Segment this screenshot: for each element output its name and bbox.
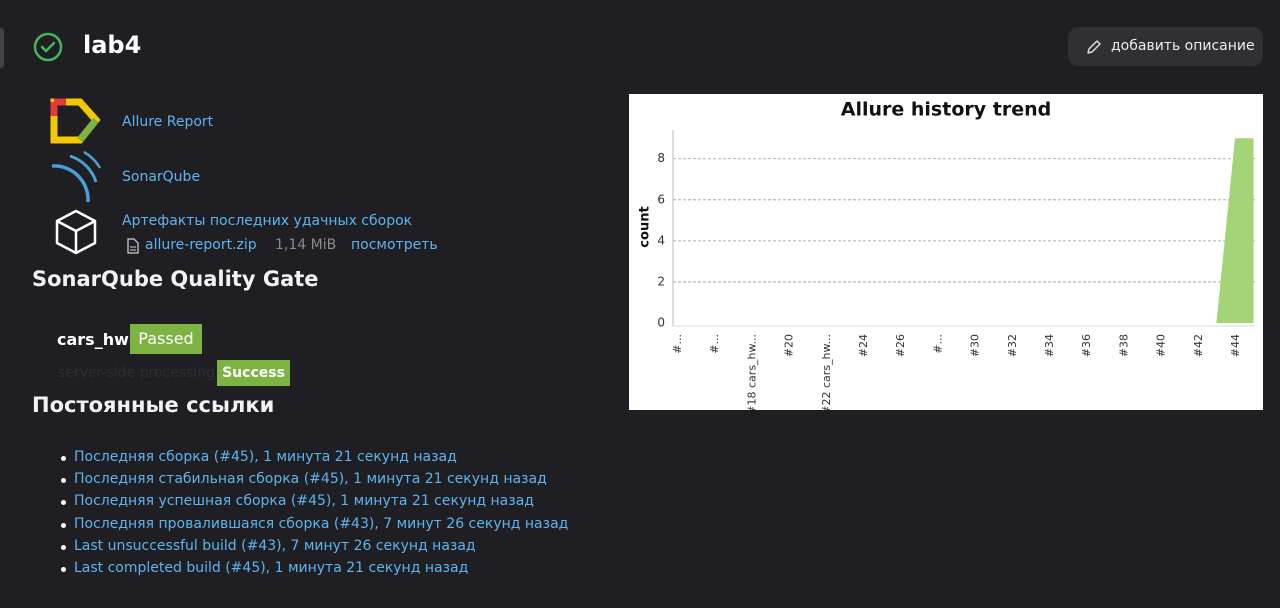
x-tick-label: #40 [1155, 334, 1168, 357]
x-tick-label: #34 [1043, 334, 1056, 357]
x-tick-label: #38 [1117, 334, 1130, 357]
quality-status-badge: Passed [130, 324, 202, 354]
bullet [61, 478, 66, 484]
x-tick-label: #42 [1192, 334, 1205, 357]
sonarqube-link[interactable]: SonarQube [122, 169, 201, 185]
file-icon [127, 238, 139, 254]
allure-link[interactable]: Allure Report [122, 114, 214, 130]
y-tick-label: 0 [657, 316, 665, 330]
permalinks-title: Постоянные ссылки [32, 393, 275, 417]
x-tick-label: #30 [969, 334, 982, 357]
permalink[interactable]: Последняя успешная сборка (#45), 1 минут… [74, 493, 534, 510]
artifact-view-link[interactable]: посмотреть [351, 237, 438, 253]
x-tick-label: #... [671, 334, 684, 354]
x-tick-label: #32 [1006, 334, 1019, 357]
sonar-project: cars_hw [57, 330, 129, 349]
x-tick-label: #20 [783, 334, 796, 357]
bullet [61, 456, 66, 461]
pencil-icon [1087, 40, 1101, 54]
processing-label: server-side processing: [58, 365, 220, 381]
quality-gate-title: SonarQube Quality Gate [32, 267, 319, 291]
x-tick-label: #36 [1080, 334, 1093, 357]
artifacts-link[interactable]: Артефакты последних удачных сборок [122, 213, 413, 229]
bullet [61, 522, 66, 528]
y-tick-label: 4 [657, 233, 665, 247]
sonarqube-icon [51, 150, 102, 203]
trend-chart: Allure history trend count 0 2 4 6 8 #... #...… [629, 94, 1263, 410]
area [677, 138, 1254, 323]
permalink[interactable]: Last unsuccessful build (#43), 7 минут 2… [74, 537, 476, 554]
bullet [61, 567, 66, 572]
x-tick-label: #24 [857, 334, 870, 357]
job-title: lab4 [83, 31, 142, 59]
y-tick-label: 8 [657, 151, 665, 165]
chart-title: Allure history trend [841, 99, 1051, 121]
x-tick-label: #22 cars_hw... [820, 334, 833, 410]
y-tick-label: 6 [657, 192, 665, 206]
side-handle [0, 28, 4, 68]
bullet [61, 500, 66, 506]
x-tick-label: #44 [1229, 334, 1242, 357]
permalink[interactable]: Последняя сборка (#45), 1 минута 21 секу… [74, 449, 457, 465]
bullet [61, 544, 66, 550]
status-icon [33, 32, 63, 62]
allure-icon [50, 98, 101, 144]
y-tick-label: 2 [657, 274, 665, 288]
x-tick-label: #... [708, 334, 721, 354]
x-tick-label: #26 [894, 334, 907, 357]
y-axis-label: count [638, 206, 653, 247]
artifacts-icon [55, 209, 97, 255]
add-description-button[interactable]: добавить описание [1068, 27, 1263, 66]
permalink[interactable]: Последняя стабильная сборка (#45), 1 мин… [74, 471, 547, 488]
permalink[interactable]: Последняя провалившаяся сборка (#43), 7 … [74, 515, 569, 532]
permalink[interactable]: Last completed build (#45), 1 минута 21 … [74, 560, 469, 576]
artifact-file-link[interactable]: allure-report.zip [145, 237, 257, 253]
x-tick-label: #... [931, 334, 944, 354]
processing-badge: Success [217, 360, 290, 386]
artifact-size: 1,14 MiB [275, 237, 337, 253]
button-label: добавить описание [1111, 38, 1255, 54]
x-tick-label: #18 cars_hw... [745, 334, 758, 410]
